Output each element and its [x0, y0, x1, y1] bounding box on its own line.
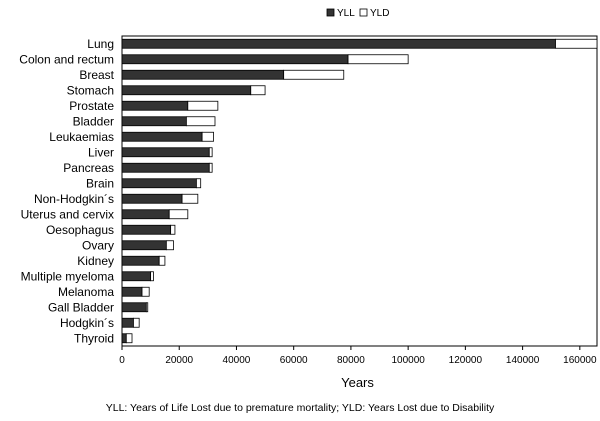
bar-yld: [150, 271, 154, 282]
x-tick-label: 140000: [506, 355, 540, 366]
bar-yld: [250, 85, 266, 96]
category-label: Gall Bladder: [48, 300, 114, 314]
bar-yll: [121, 131, 203, 142]
bar-yll: [121, 193, 183, 204]
category-label: Non-Hodgkin´s: [34, 192, 114, 206]
x-tick-label: 20000: [165, 355, 193, 366]
bar-yll: [121, 333, 127, 344]
x-axis-title: Years: [341, 375, 374, 390]
bar-yld: [181, 193, 199, 204]
x-tick-label: 160000: [563, 355, 597, 366]
bar-yld: [168, 209, 189, 220]
bar-yll: [121, 178, 197, 189]
bar-yll: [121, 38, 556, 49]
legend-swatch-yld: [359, 8, 368, 17]
bar-yld: [185, 116, 216, 127]
bar-yld: [187, 100, 219, 111]
category-label: Colon and rectum: [19, 52, 114, 66]
bar-yll: [121, 271, 152, 282]
bar-yld: [208, 162, 213, 173]
category-label: Leukaemias: [49, 130, 114, 144]
bar-yld: [555, 38, 598, 49]
bar-yld: [208, 147, 213, 158]
bar-yll: [121, 85, 252, 96]
bar-yll: [121, 147, 210, 158]
category-label: Melanoma: [58, 285, 114, 299]
bar-yll: [121, 54, 349, 65]
bar-yll: [121, 116, 187, 127]
bar-yld: [195, 178, 202, 189]
bar-yll: [121, 255, 160, 266]
bar-yld: [347, 54, 409, 65]
x-tick-label: 60000: [280, 355, 308, 366]
bar-yld: [141, 286, 150, 297]
category-label: Hodgkin´s: [60, 316, 114, 330]
bar-yld: [283, 69, 345, 80]
bar-yll: [121, 240, 167, 251]
bar-yll: [121, 286, 143, 297]
category-label: Stomach: [67, 83, 114, 97]
category-label: Liver: [88, 145, 114, 159]
chart-footnote: YLL: Years of Life Lost due to premature…: [105, 402, 495, 414]
bar-yld: [125, 333, 133, 344]
bar-yld: [133, 317, 140, 328]
x-tick-label: 80000: [337, 355, 365, 366]
x-tick-label: 120000: [449, 355, 483, 366]
x-tick-label: 0: [119, 355, 125, 366]
category-label: Thyroid: [74, 331, 114, 345]
bar-yll: [121, 224, 172, 235]
bar-yld: [201, 131, 214, 142]
legend-swatch-yll: [326, 8, 335, 17]
legend-label-yll: YLL: [337, 8, 355, 19]
category-label: Oesophagus: [46, 223, 114, 237]
x-tick-label: 40000: [223, 355, 251, 366]
bar-yll: [121, 302, 147, 313]
bar-yll: [121, 317, 134, 328]
x-tick-label: 100000: [391, 355, 425, 366]
category-label: Prostate: [69, 99, 114, 113]
category-label: Bladder: [73, 114, 114, 128]
bar-yll: [121, 100, 189, 111]
bar-yll: [121, 69, 285, 80]
category-label: Ovary: [82, 238, 114, 252]
legend-label-yld: YLD: [370, 8, 389, 19]
bar-yll: [121, 209, 170, 220]
category-label: Multiple myeloma: [21, 269, 115, 283]
plot-frame: [121, 35, 598, 347]
bar-yld: [158, 255, 166, 266]
bar-yll: [121, 162, 210, 173]
category-label: Brain: [86, 176, 114, 190]
category-label: Pancreas: [63, 161, 114, 175]
bar-yld: [170, 224, 176, 235]
category-label: Breast: [79, 68, 114, 82]
category-label: Lung: [87, 37, 114, 51]
bar-yld: [165, 240, 174, 251]
category-label: Uterus and cervix: [21, 207, 114, 221]
bar-yld: [145, 302, 149, 313]
category-label: Kidney: [77, 254, 114, 268]
